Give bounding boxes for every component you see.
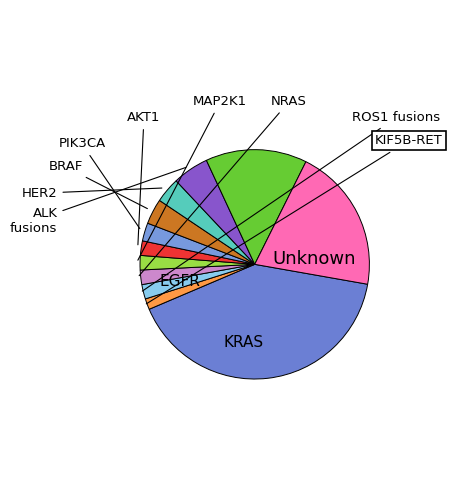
Text: KRAS: KRAS bbox=[223, 335, 263, 350]
Text: HER2: HER2 bbox=[22, 186, 162, 200]
Text: BRAF: BRAF bbox=[48, 160, 147, 208]
Wedge shape bbox=[159, 181, 255, 264]
Wedge shape bbox=[176, 160, 255, 264]
Wedge shape bbox=[140, 241, 255, 264]
Text: ROS1 fusions: ROS1 fusions bbox=[142, 111, 440, 291]
Text: Unknown: Unknown bbox=[273, 250, 356, 268]
Text: EGFR: EGFR bbox=[160, 274, 201, 289]
Wedge shape bbox=[255, 162, 369, 284]
Wedge shape bbox=[140, 256, 255, 270]
Wedge shape bbox=[206, 150, 306, 264]
Wedge shape bbox=[143, 223, 255, 264]
Wedge shape bbox=[142, 264, 255, 299]
Wedge shape bbox=[149, 264, 368, 379]
Text: PIK3CA: PIK3CA bbox=[58, 138, 140, 228]
Wedge shape bbox=[146, 264, 255, 310]
Text: MAP2K1: MAP2K1 bbox=[138, 95, 247, 260]
Wedge shape bbox=[148, 200, 255, 264]
Wedge shape bbox=[140, 264, 255, 284]
Text: ALK
fusions: ALK fusions bbox=[10, 168, 186, 235]
Text: KIF5B-RET: KIF5B-RET bbox=[146, 134, 443, 304]
Text: AKT1: AKT1 bbox=[128, 111, 161, 245]
Text: NRAS: NRAS bbox=[139, 95, 307, 276]
